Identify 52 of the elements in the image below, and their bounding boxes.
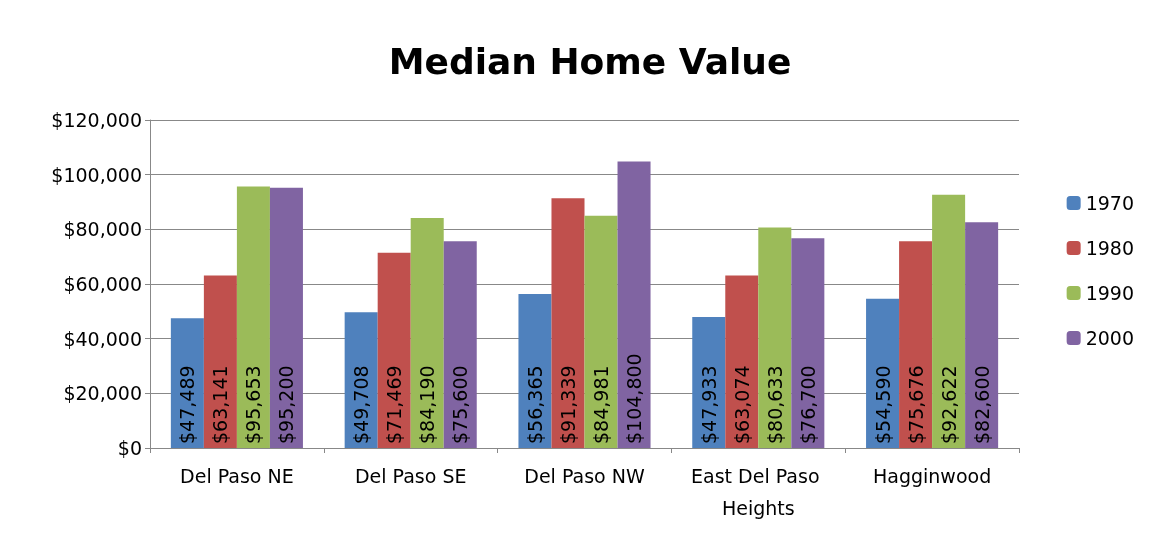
data-label: $47,933: [697, 365, 720, 444]
bar: [791, 238, 825, 448]
y-tick-label: $120,000: [51, 109, 142, 131]
bar: [617, 161, 651, 448]
bar: [443, 241, 477, 448]
bar: [203, 275, 237, 448]
data-label: $75,676: [904, 365, 927, 444]
data-label: $95,653: [242, 365, 265, 444]
legend-label: 1990: [1085, 282, 1135, 304]
x-tick-label: Hagginwood: [872, 465, 992, 487]
x-tick-label: Del Paso SE: [354, 465, 467, 487]
bar: [236, 186, 270, 448]
y-tick-label: $0: [117, 437, 142, 459]
data-label: $84,981: [590, 365, 613, 444]
data-label: $63,141: [209, 365, 232, 444]
data-label: $76,700: [796, 365, 819, 444]
data-label: $75,600: [449, 365, 472, 444]
y-tick-label: $100,000: [51, 163, 142, 186]
chart-title: Median Home Value: [388, 40, 792, 82]
data-label: $91,339: [556, 365, 579, 444]
bar: [269, 187, 303, 448]
data-label: $63,074: [730, 365, 753, 444]
data-label: $71,469: [383, 365, 406, 444]
bar: [725, 275, 759, 448]
x-tick-label: Del Paso NW: [524, 465, 645, 487]
bar: [965, 222, 999, 448]
bar: [377, 252, 411, 448]
y-tick-label: $20,000: [63, 382, 142, 405]
bar: [410, 217, 444, 448]
data-label: $56,365: [523, 365, 546, 444]
data-label: $80,633: [763, 365, 786, 444]
legend-label: 1970: [1085, 192, 1135, 214]
y-tick-label: $60,000: [63, 273, 142, 295]
data-label: $49,708: [350, 365, 373, 444]
legend-label: 2000: [1085, 327, 1135, 349]
data-label: $92,622: [937, 365, 960, 444]
data-label: $47,489: [176, 365, 199, 444]
y-tick-label: $80,000: [63, 218, 142, 241]
x-tick-label: East Del Paso Heights: [691, 465, 826, 519]
bar: [899, 241, 933, 448]
bar: [932, 194, 966, 448]
bar: [551, 198, 585, 448]
y-tick-label: $40,000: [63, 327, 142, 350]
data-label: $104,800: [623, 353, 646, 444]
data-label: $84,190: [416, 365, 439, 444]
data-label: $82,600: [970, 365, 993, 444]
bar: [758, 227, 792, 448]
legend-label: 1980: [1085, 237, 1135, 259]
x-tick-label: Del Paso NE: [180, 465, 294, 487]
data-label: $54,590: [871, 365, 894, 444]
data-label: $95,200: [275, 365, 298, 444]
bar: [584, 215, 618, 448]
